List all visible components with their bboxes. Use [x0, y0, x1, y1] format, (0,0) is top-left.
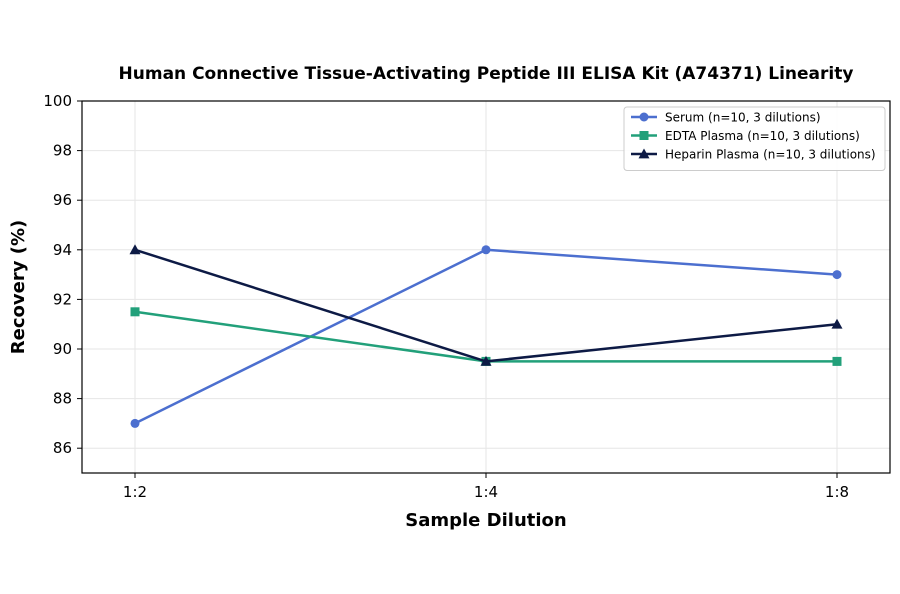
data-point: [831, 318, 843, 329]
data-point: [129, 244, 141, 255]
legend-item: Serum (n=10, 3 dilutions): [631, 111, 821, 125]
y-tick-label: 90: [53, 340, 72, 358]
legend-box: [623, 106, 886, 171]
data-point: [130, 418, 140, 428]
series-3: [129, 244, 843, 366]
axis-ticks: 86 88 90 92 94 96 98 100 1:2 1:4 1:8: [43, 92, 849, 501]
data-point: [481, 245, 491, 255]
legend-marker: [639, 131, 649, 140]
legend: Serum (n=10, 3 dilutions) EDTA Plasma (n=…: [623, 106, 886, 171]
data-point: [480, 355, 492, 366]
x-tick-label: 1:8: [825, 483, 849, 501]
data-point: [130, 307, 140, 317]
legend-label: Serum (n=10, 3 dilutions): [665, 111, 821, 125]
y-axis-label: Recovery (%): [8, 220, 29, 354]
y-tick-label: 98: [53, 142, 72, 160]
legend-marker: [639, 112, 649, 122]
legend-item: Heparin Plasma (n=10, 3 dilutions): [631, 148, 876, 162]
series-layer: [129, 244, 843, 428]
y-tick-label: 100: [43, 92, 72, 110]
x-axis-label: Sample Dilution: [405, 510, 566, 531]
data-point: [832, 270, 842, 280]
x-tick-label: 1:2: [123, 483, 147, 501]
legend-marker: [638, 148, 650, 159]
series-1: [130, 245, 842, 428]
x-tick-label: 1:4: [474, 483, 498, 501]
legend-label: EDTA Plasma (n=10, 3 dilutions): [665, 129, 860, 143]
y-tick-label: 96: [53, 191, 72, 209]
legend-item: EDTA Plasma (n=10, 3 dilutions): [631, 129, 860, 143]
legend-label: Heparin Plasma (n=10, 3 dilutions): [665, 148, 876, 162]
data-point: [832, 356, 842, 366]
y-tick-label: 86: [53, 439, 72, 457]
chart-title: Human Connective Tissue-Activating Pepti…: [119, 64, 854, 84]
y-tick-label: 88: [53, 390, 72, 408]
y-tick-label: 92: [53, 290, 72, 308]
y-tick-label: 94: [53, 241, 72, 259]
